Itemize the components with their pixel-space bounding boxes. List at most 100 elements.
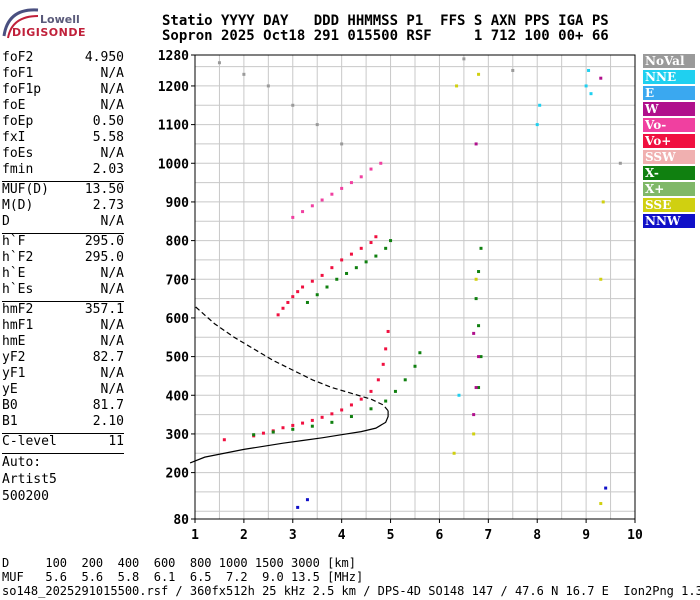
param-name: h`F2 bbox=[2, 250, 34, 265]
param-name: foF1p bbox=[2, 82, 42, 97]
param-row: foF1p N/A bbox=[2, 82, 124, 98]
echo-point bbox=[340, 142, 344, 146]
param-value: 81.7 bbox=[92, 398, 124, 413]
echo-point bbox=[455, 84, 459, 88]
echo-point bbox=[266, 84, 270, 88]
echo-point bbox=[349, 415, 353, 419]
echo-point bbox=[599, 502, 603, 506]
x-tick-label: 7 bbox=[484, 528, 492, 543]
logo-text-digisonde: DIGISONDE bbox=[12, 26, 86, 39]
param-row: foE N/A bbox=[2, 98, 124, 114]
param-row: fxI 5.58 bbox=[2, 130, 124, 146]
param-name: D bbox=[2, 214, 10, 229]
echo-point bbox=[403, 378, 407, 382]
y-tick-label: 500 bbox=[166, 351, 190, 366]
echo-point bbox=[291, 295, 295, 299]
echo-point bbox=[252, 433, 256, 437]
param-name: h`E bbox=[2, 266, 26, 281]
param-separator bbox=[2, 233, 124, 234]
param-name: B1 bbox=[2, 414, 18, 429]
x-tick-label: 10 bbox=[627, 528, 643, 543]
echo-point bbox=[477, 355, 481, 359]
echo-point bbox=[330, 266, 334, 270]
echo-point bbox=[276, 313, 280, 317]
echo-point bbox=[413, 364, 417, 368]
echo-point bbox=[305, 300, 309, 304]
y-tick-label: 900 bbox=[166, 196, 190, 211]
echo-point bbox=[325, 285, 329, 289]
param-row: foEs N/A bbox=[2, 146, 124, 162]
header-values: Sopron 2025 Oct18 291 015500 RSF 1 712 1… bbox=[162, 28, 609, 44]
echo-point bbox=[301, 285, 305, 289]
logo-swoosh-icon bbox=[2, 8, 39, 39]
param-name: hmF2 bbox=[2, 302, 34, 317]
footer-info: D 100 200 400 600 800 1000 1500 3000 [km… bbox=[2, 556, 700, 598]
param-row: C-level 11 bbox=[2, 434, 124, 450]
param-row: hmF2 357.1 bbox=[2, 302, 124, 318]
param-value: N/A bbox=[100, 214, 124, 229]
echo-point bbox=[296, 505, 300, 509]
echo-point bbox=[474, 386, 478, 390]
param-value: N/A bbox=[100, 266, 124, 281]
echo-point bbox=[349, 403, 353, 407]
echo-point bbox=[535, 123, 539, 127]
y-tick-label: 1000 bbox=[158, 157, 189, 172]
echo-point bbox=[222, 438, 226, 442]
echo-point bbox=[369, 167, 373, 171]
echo-point bbox=[589, 92, 593, 96]
polarization-legend: NoVal NNE E W Vo- Vo+ SSW X- X+ SSE NNW bbox=[643, 54, 695, 230]
y-tick-label: 80 bbox=[173, 513, 189, 528]
x-tick-label: 3 bbox=[289, 528, 297, 543]
echo-point bbox=[381, 362, 385, 366]
echo-point bbox=[340, 186, 344, 190]
param-row: MUF(D) 13.50 bbox=[2, 182, 124, 198]
autoscale-info: Artist5 bbox=[2, 472, 57, 487]
legend-entry: SSE bbox=[643, 198, 695, 212]
x-tick-label: 1 bbox=[191, 528, 199, 543]
param-separator bbox=[2, 181, 124, 182]
param-value: N/A bbox=[100, 366, 124, 381]
echo-point bbox=[301, 421, 305, 425]
echo-point bbox=[310, 424, 314, 428]
echo-point bbox=[369, 241, 373, 245]
param-value: 0.50 bbox=[92, 114, 124, 129]
param-row: yE N/A bbox=[2, 382, 124, 398]
param-name: hmE bbox=[2, 334, 26, 349]
param-value: 2.73 bbox=[92, 198, 124, 213]
param-separator bbox=[2, 453, 124, 454]
param-value: N/A bbox=[100, 282, 124, 297]
param-name: hmF1 bbox=[2, 318, 34, 333]
param-value: 13.50 bbox=[84, 182, 124, 197]
param-name: MUF(D) bbox=[2, 182, 49, 197]
echo-point bbox=[359, 397, 363, 401]
echo-point bbox=[310, 204, 314, 208]
param-value: N/A bbox=[100, 82, 124, 97]
y-tick-label: 600 bbox=[166, 312, 190, 327]
y-tick-label: 1280 bbox=[158, 49, 189, 64]
echo-point bbox=[374, 254, 378, 258]
param-name: yE bbox=[2, 382, 18, 397]
echo-point bbox=[452, 451, 456, 455]
echo-point bbox=[291, 103, 295, 107]
param-value: 82.7 bbox=[92, 350, 124, 365]
param-value: N/A bbox=[100, 334, 124, 349]
param-row: foF2 4.950 bbox=[2, 50, 124, 66]
echo-point bbox=[474, 297, 478, 301]
echo-point bbox=[418, 351, 422, 355]
param-value: N/A bbox=[100, 66, 124, 81]
echo-point bbox=[359, 246, 363, 250]
autoscale-info: 500200 bbox=[2, 489, 49, 504]
param-value: 11 bbox=[108, 434, 124, 449]
echo-point bbox=[584, 84, 588, 88]
param-name: foEs bbox=[2, 146, 34, 161]
echo-point bbox=[384, 399, 388, 403]
echo-point bbox=[340, 408, 344, 412]
echo-point bbox=[479, 246, 483, 250]
param-separator bbox=[2, 433, 124, 434]
echo-point bbox=[281, 426, 285, 430]
legend-entry: Vo- bbox=[643, 118, 695, 132]
param-value: N/A bbox=[100, 98, 124, 113]
x-tick-label: 2 bbox=[240, 528, 248, 543]
echo-point bbox=[364, 260, 368, 264]
